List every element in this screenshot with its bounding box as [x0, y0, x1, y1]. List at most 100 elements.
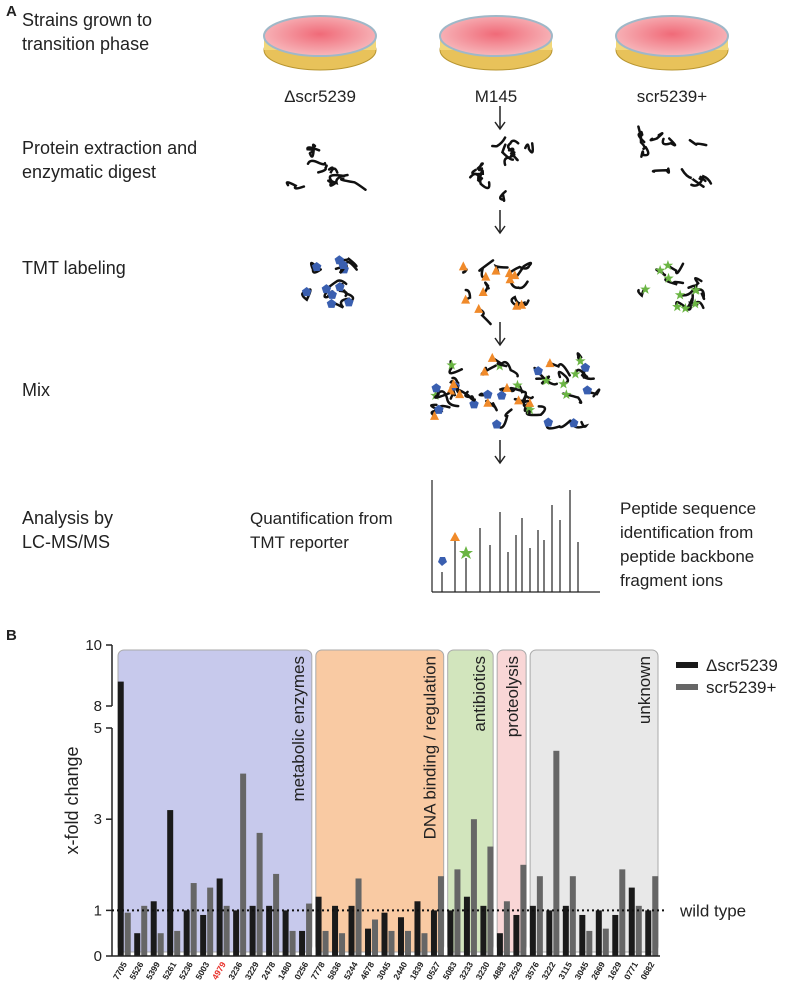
step-label: transition phase	[22, 34, 149, 54]
x-tick-label: 2440	[391, 960, 409, 982]
x-tick-label: 5083	[441, 960, 459, 982]
reference-label: wild type	[679, 901, 746, 920]
x-tick-label: 3236	[226, 960, 244, 982]
x-tick-label: 3576	[523, 960, 541, 982]
x-tick-label: 5526	[127, 960, 145, 982]
peptide	[476, 162, 484, 172]
x-tick-label: 3229	[243, 960, 261, 982]
bar	[447, 910, 454, 956]
bar	[273, 873, 280, 956]
legend-label: scr5239+	[706, 678, 776, 697]
bar	[299, 930, 306, 956]
peptide	[639, 130, 646, 151]
tag	[301, 287, 312, 297]
x-tick-label: 7705	[111, 960, 129, 982]
peptide	[574, 368, 589, 379]
peptide	[325, 279, 348, 291]
group-label: metabolic enzymes	[289, 656, 308, 802]
bar	[487, 846, 494, 956]
peptide	[476, 176, 484, 182]
tag	[672, 301, 683, 312]
bar	[348, 905, 355, 956]
tag	[480, 366, 490, 376]
bar	[645, 910, 652, 956]
bar	[233, 910, 240, 956]
tag	[517, 299, 527, 309]
tag	[543, 417, 554, 427]
x-tick-label: 3045	[375, 960, 393, 982]
tag	[674, 289, 686, 300]
bar	[372, 919, 379, 956]
bar	[134, 933, 141, 956]
x-tick-label: 3045	[572, 960, 590, 982]
tag	[431, 383, 442, 393]
tag	[483, 397, 493, 407]
peptide	[525, 405, 547, 417]
tag	[344, 297, 354, 307]
x-tick-label: 7778	[309, 960, 327, 982]
bar	[256, 832, 263, 956]
tag	[570, 368, 581, 379]
bar	[430, 910, 437, 956]
peptide	[535, 375, 551, 385]
peptide	[306, 159, 327, 166]
peptide	[500, 143, 515, 161]
peptide	[285, 181, 306, 190]
x-tick-label: 2529	[506, 960, 524, 982]
tag	[430, 390, 441, 401]
bar	[569, 876, 576, 956]
x-tick-label: 5003	[193, 960, 211, 982]
tag	[580, 362, 591, 372]
group-panel	[529, 649, 659, 953]
legend-swatch	[676, 684, 698, 690]
peptide	[308, 143, 317, 158]
bar	[619, 869, 626, 956]
peptide	[651, 167, 671, 174]
x-tick-label: 4678	[358, 960, 376, 982]
peptide	[309, 261, 322, 274]
peptide	[510, 295, 522, 307]
x-tick-label: 3222	[539, 960, 557, 982]
tag	[640, 283, 651, 294]
bar	[529, 905, 536, 956]
tag	[481, 271, 491, 281]
x-tick-label: 0771	[622, 960, 640, 982]
peptide	[455, 388, 476, 402]
bar	[355, 878, 362, 956]
arrows	[494, 106, 506, 465]
peptide	[678, 284, 698, 297]
panel-label: B	[6, 627, 17, 644]
analysis-text: Quantification from	[250, 509, 393, 528]
x-tick-label: 1839	[408, 960, 426, 982]
tag	[446, 359, 457, 370]
y-tick-label: 3	[94, 811, 102, 828]
tag	[327, 289, 337, 299]
tag	[487, 352, 497, 362]
x-tick-label: 1480	[276, 960, 294, 982]
peptides	[285, 125, 713, 430]
peptide	[317, 164, 328, 174]
bar	[117, 681, 124, 956]
x-tick-label: 0527	[424, 960, 442, 982]
bar	[332, 905, 339, 956]
bar	[388, 930, 395, 956]
peptide	[680, 168, 705, 188]
bar	[240, 773, 247, 956]
step-label: LC-MS/MS	[22, 532, 110, 552]
bar	[553, 750, 560, 956]
step-label: Analysis by	[22, 508, 113, 528]
peptide	[508, 265, 531, 275]
bar	[322, 930, 329, 956]
y-axis-label: x-fold change	[62, 746, 82, 854]
bar	[249, 905, 256, 956]
tag	[474, 303, 484, 313]
step-label: Protein extraction and	[22, 138, 197, 158]
bar	[586, 930, 593, 956]
bar	[437, 876, 444, 956]
step-label: enzymatic digest	[22, 162, 156, 182]
legend-swatch	[676, 662, 698, 668]
bar	[503, 901, 510, 956]
peptide	[524, 142, 535, 154]
bar	[496, 933, 503, 956]
